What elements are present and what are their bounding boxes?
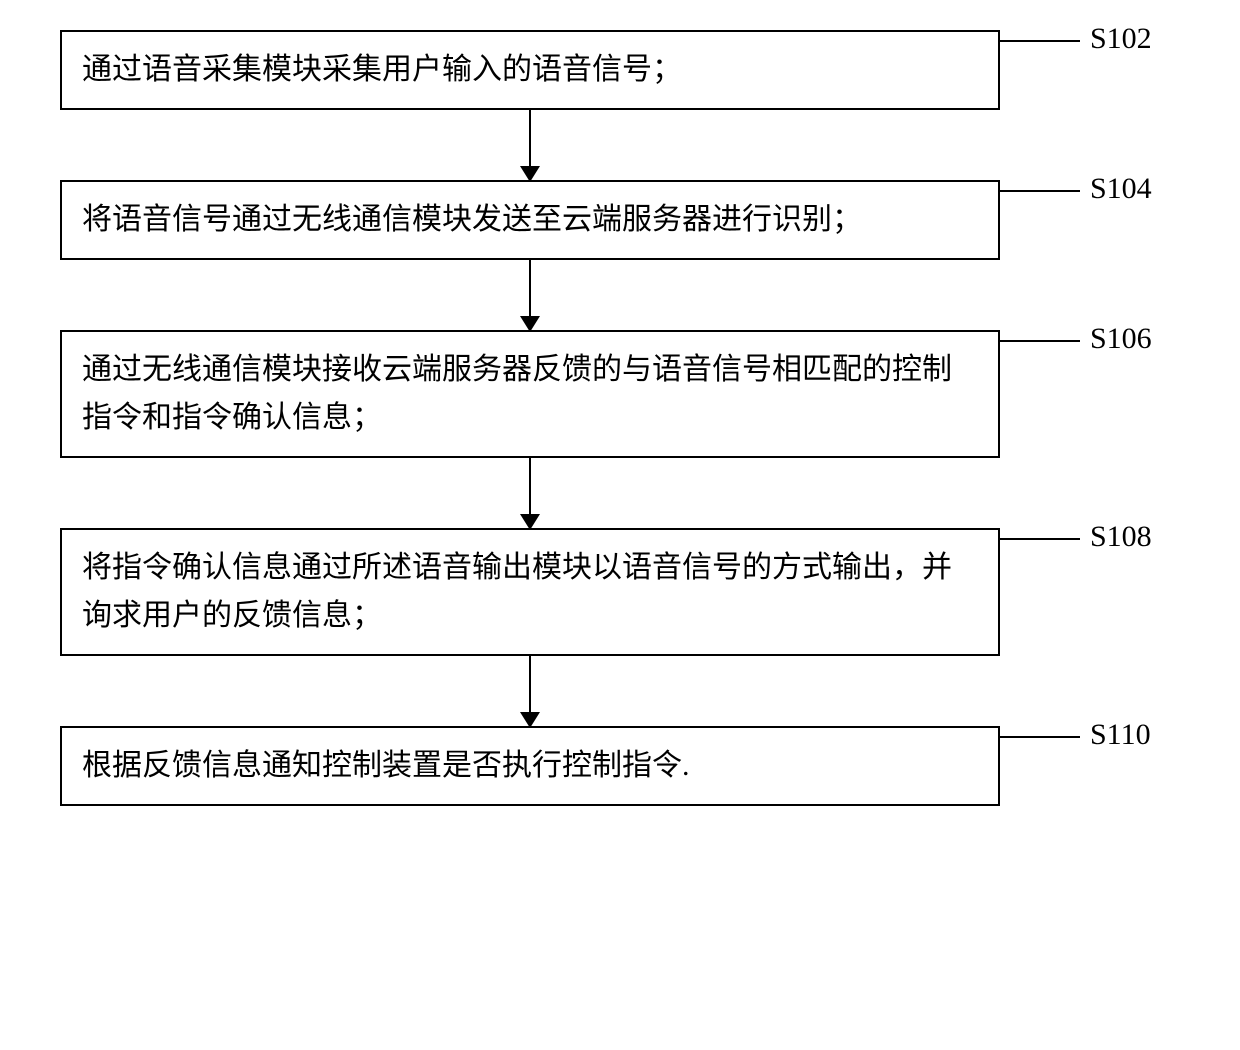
step-text: 通过无线通信模块接收云端服务器反馈的与语音信号相匹配的控制指令和指令确认信息；: [82, 353, 952, 434]
step-label-s110: S110: [1090, 718, 1151, 752]
step-row-s106: 通过无线通信模块接收云端服务器反馈的与语音信号相匹配的控制指令和指令确认信息； …: [60, 330, 1180, 458]
step-row-s102: 通过语音采集模块采集用户输入的语音信号； S102: [60, 30, 1180, 110]
label-connector: [1000, 190, 1080, 192]
step-box-s104: 将语音信号通过无线通信模块发送至云端服务器进行识别；: [60, 180, 1000, 260]
step-label-s102: S102: [1090, 22, 1152, 56]
step-row-s110: 根据反馈信息通知控制装置是否执行控制指令. S110: [60, 726, 1180, 806]
label-connector: [1000, 40, 1080, 42]
step-label-s106: S106: [1090, 322, 1152, 356]
step-box-s102: 通过语音采集模块采集用户输入的语音信号；: [60, 30, 1000, 110]
step-text: 将指令确认信息通过所述语音输出模块以语音信号的方式输出，并询求用户的反馈信息；: [82, 551, 952, 632]
step-text: 根据反馈信息通知控制装置是否执行控制指令.: [82, 749, 690, 782]
arrow: [60, 656, 1000, 726]
flowchart-container: 通过语音采集模块采集用户输入的语音信号； S102 将语音信号通过无线通信模块发…: [60, 30, 1180, 806]
step-row-s104: 将语音信号通过无线通信模块发送至云端服务器进行识别； S104: [60, 180, 1180, 260]
arrow: [60, 260, 1000, 330]
arrow: [60, 110, 1000, 180]
step-label-s104: S104: [1090, 172, 1152, 206]
arrow: [60, 458, 1000, 528]
label-connector: [1000, 736, 1080, 738]
label-connector: [1000, 340, 1080, 342]
step-row-s108: 将指令确认信息通过所述语音输出模块以语音信号的方式输出，并询求用户的反馈信息； …: [60, 528, 1180, 656]
step-box-s108: 将指令确认信息通过所述语音输出模块以语音信号的方式输出，并询求用户的反馈信息；: [60, 528, 1000, 656]
label-connector: [1000, 538, 1080, 540]
step-box-s106: 通过无线通信模块接收云端服务器反馈的与语音信号相匹配的控制指令和指令确认信息；: [60, 330, 1000, 458]
step-label-s108: S108: [1090, 520, 1152, 554]
step-text: 通过语音采集模块采集用户输入的语音信号；: [82, 53, 682, 86]
step-text: 将语音信号通过无线通信模块发送至云端服务器进行识别；: [82, 203, 862, 236]
step-box-s110: 根据反馈信息通知控制装置是否执行控制指令.: [60, 726, 1000, 806]
